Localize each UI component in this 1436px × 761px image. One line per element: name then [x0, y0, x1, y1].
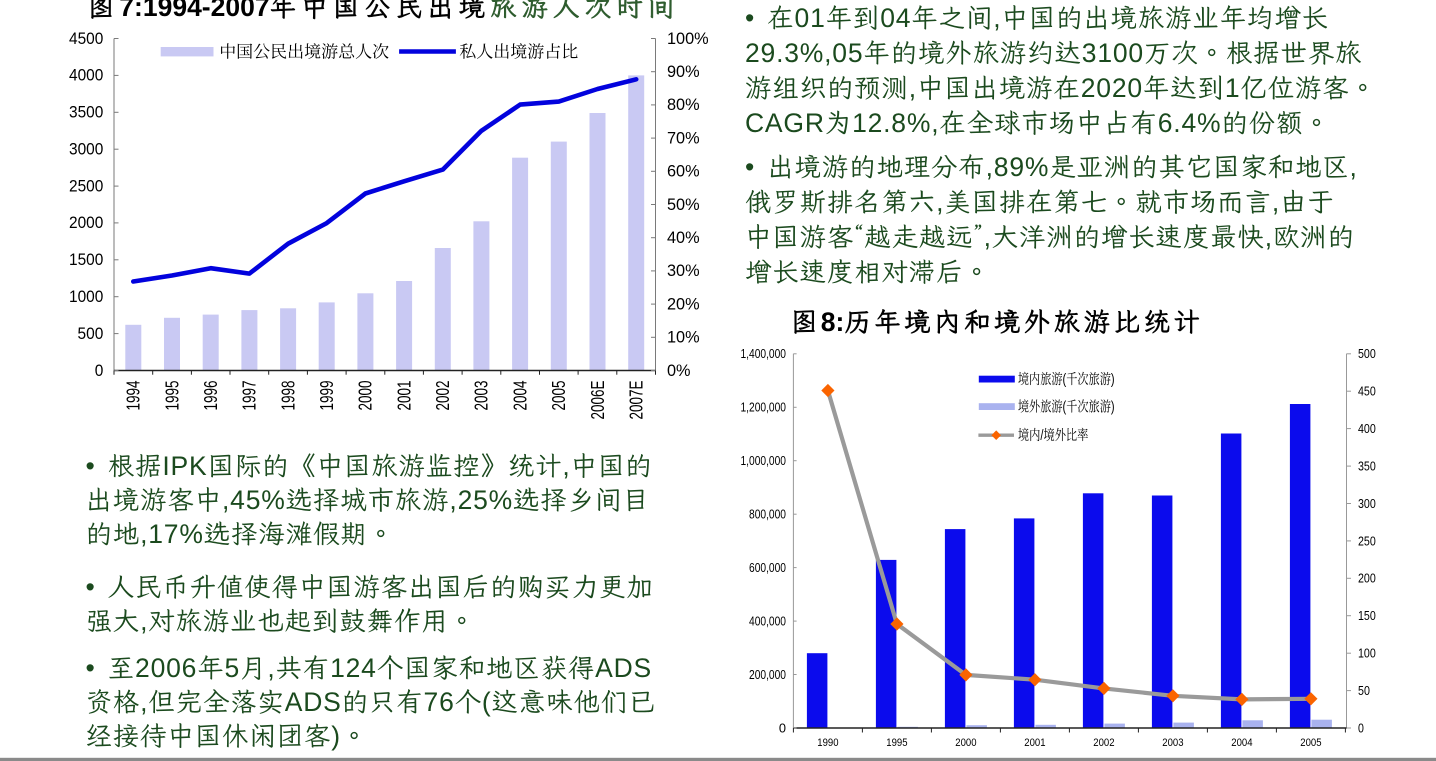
svg-text:1,000,000: 1,000,000: [741, 453, 787, 468]
svg-text:2001: 2001: [1024, 737, 1045, 749]
svg-text:300: 300: [1358, 496, 1376, 511]
svg-text:1995: 1995: [886, 737, 907, 749]
svg-text:2006E: 2006E: [587, 381, 608, 420]
svg-text:50: 50: [1358, 683, 1370, 698]
svg-text:2003: 2003: [471, 381, 492, 411]
svg-text:500: 500: [78, 325, 104, 343]
svg-text:2004: 2004: [1231, 737, 1252, 749]
svg-text:2005: 2005: [1300, 737, 1321, 749]
svg-text:1990: 1990: [817, 737, 838, 749]
svg-text:0: 0: [95, 362, 104, 380]
svg-text:400: 400: [1358, 421, 1376, 436]
svg-text:境外旅游(千次旅游): 境外旅游(千次旅游): [1018, 396, 1115, 417]
svg-text:0%: 0%: [667, 362, 691, 380]
svg-text:1,400,000: 1,400,000: [741, 346, 787, 361]
svg-text:2001: 2001: [393, 381, 414, 411]
svg-text:70%: 70%: [667, 129, 700, 147]
svg-text:500: 500: [1358, 346, 1376, 361]
svg-text:1998: 1998: [277, 381, 298, 411]
svg-text:2007E: 2007E: [626, 381, 647, 420]
svg-text:1995: 1995: [161, 381, 182, 411]
svg-text:40%: 40%: [667, 229, 700, 247]
svg-text:3000: 3000: [69, 141, 103, 159]
svg-text:2000: 2000: [355, 381, 376, 411]
svg-text:60%: 60%: [667, 163, 700, 181]
svg-text:2500: 2500: [69, 177, 103, 195]
svg-text:3500: 3500: [69, 104, 103, 122]
svg-text:2000: 2000: [955, 737, 976, 749]
svg-text:20%: 20%: [667, 295, 700, 313]
svg-text:600,000: 600,000: [749, 560, 786, 575]
svg-text:4000: 4000: [69, 67, 103, 85]
svg-text:1500: 1500: [69, 251, 103, 269]
svg-text:150: 150: [1358, 608, 1376, 623]
svg-text:200,000: 200,000: [749, 667, 786, 682]
svg-text:4500: 4500: [69, 30, 103, 48]
svg-text:1997: 1997: [239, 381, 260, 411]
svg-text:50%: 50%: [667, 196, 700, 214]
svg-text:0: 0: [779, 720, 786, 735]
svg-text:0: 0: [1358, 720, 1364, 735]
svg-text:450: 450: [1358, 384, 1376, 399]
svg-text:1996: 1996: [200, 381, 221, 411]
svg-text:100: 100: [1358, 646, 1376, 661]
svg-text:2000: 2000: [69, 214, 103, 232]
svg-text:400,000: 400,000: [749, 613, 786, 628]
svg-text:90%: 90%: [667, 63, 700, 81]
svg-text:境内旅游(千次旅游): 境内旅游(千次旅游): [1018, 368, 1115, 389]
svg-text:2005: 2005: [548, 381, 569, 411]
svg-text:中国公民出境游总人次: 中国公民出境游总人次: [219, 38, 389, 63]
svg-text:350: 350: [1358, 459, 1376, 474]
svg-text:10%: 10%: [667, 329, 700, 347]
svg-text:私人出境游占比: 私人出境游占比: [459, 38, 578, 63]
svg-text:250: 250: [1358, 533, 1376, 548]
svg-text:2002: 2002: [432, 381, 453, 411]
svg-text:100%: 100%: [667, 30, 709, 48]
svg-text:2002: 2002: [1093, 737, 1114, 749]
svg-text:2004: 2004: [509, 381, 530, 411]
svg-text:80%: 80%: [667, 96, 700, 114]
svg-text:30%: 30%: [667, 262, 700, 280]
svg-text:1994: 1994: [123, 381, 144, 411]
svg-text:2003: 2003: [1162, 737, 1183, 749]
svg-text:境内/境外比率: 境内/境外比率: [1018, 424, 1089, 445]
svg-text:800,000: 800,000: [749, 507, 786, 522]
svg-text:1,200,000: 1,200,000: [741, 400, 787, 415]
svg-text:200: 200: [1358, 571, 1376, 586]
svg-text:1999: 1999: [316, 381, 337, 411]
svg-text:1000: 1000: [69, 288, 103, 306]
